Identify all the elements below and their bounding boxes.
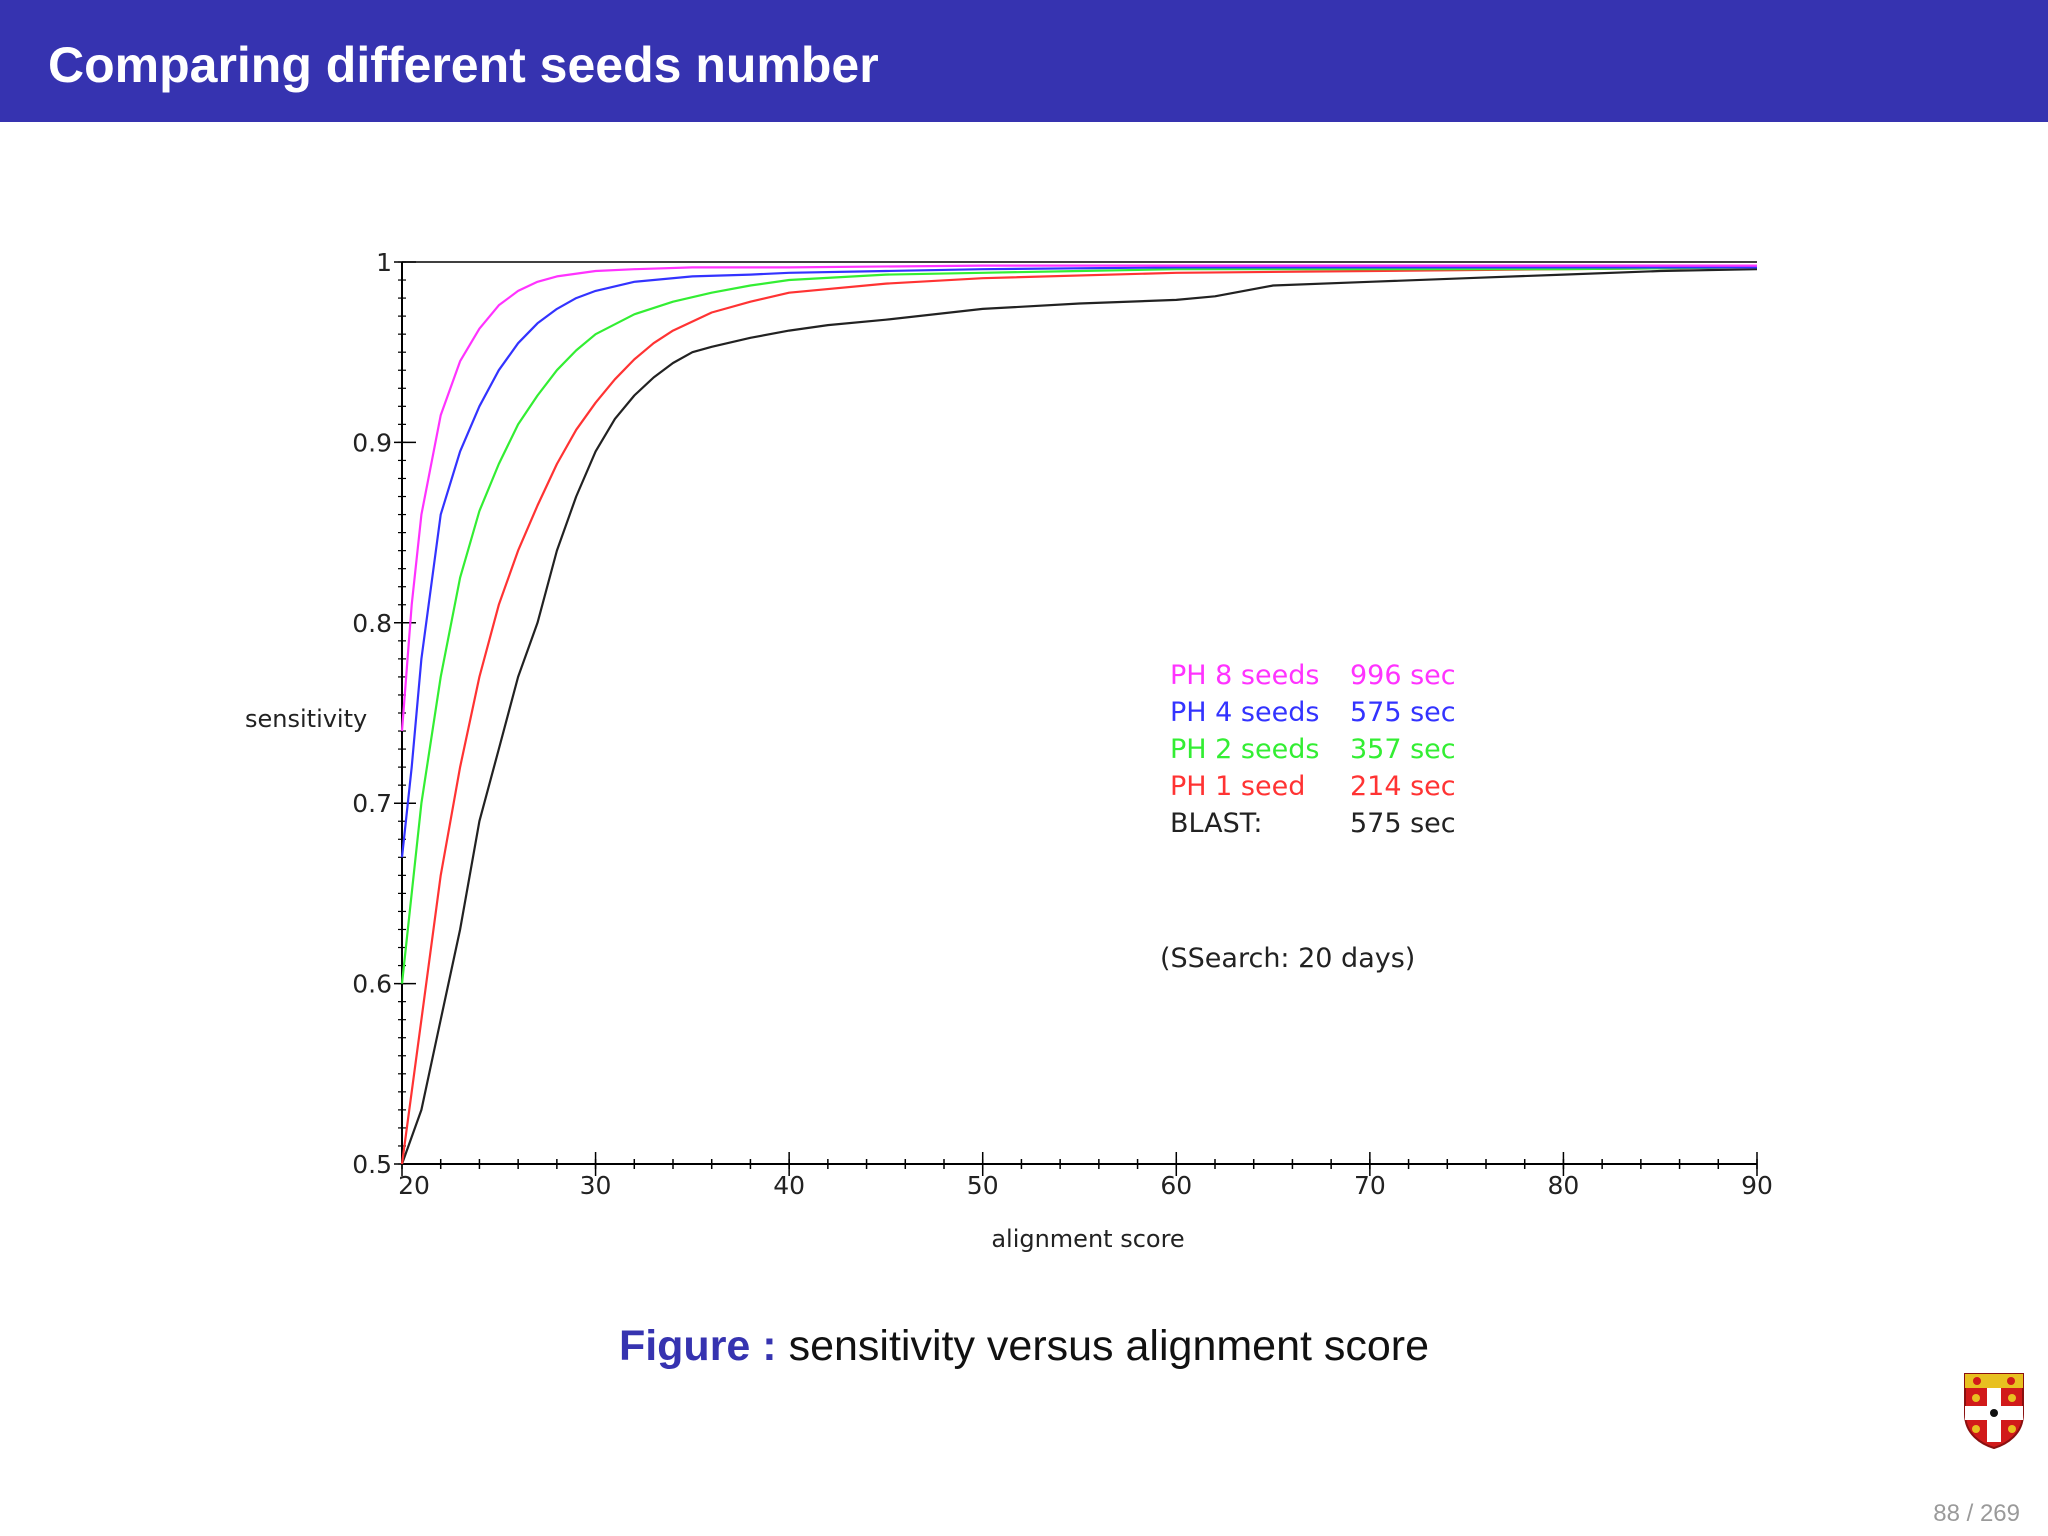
y-tick-label: 0.7 <box>352 789 392 818</box>
chart-annotation: (SSearch: 20 days) <box>1160 943 1415 974</box>
x-tick-label: 70 <box>1354 1171 1386 1200</box>
x-tick-label: 90 <box>1741 1171 1773 1200</box>
series-line <box>400 268 1758 1165</box>
legend-entry-name: PH 2 seeds <box>1170 734 1319 765</box>
page-separator: / <box>1966 1500 1974 1527</box>
figure-caption-label: Figure : <box>618 1322 777 1370</box>
series-line <box>400 266 1758 1165</box>
legend-entry-time: 996 sec <box>1350 660 1456 691</box>
figure-caption: Figure : sensitivity versus alignment sc… <box>0 1318 2048 1374</box>
y-tick-label: 1 <box>376 248 392 277</box>
page-number: 88 / 269 <box>1933 1500 2020 1528</box>
legend-entry-time: 214 sec <box>1350 771 1456 802</box>
y-tick-label: 0.5 <box>352 1150 392 1179</box>
legend-entry-name: PH 4 seeds <box>1170 697 1319 728</box>
legend-entry-name: PH 8 seeds <box>1170 660 1319 691</box>
page-total: 269 <box>1979 1500 2020 1527</box>
series-line <box>400 266 1757 858</box>
slide-header: Comparing different seeds number <box>0 0 2048 122</box>
legend-entry-time: 575 sec <box>1350 808 1456 839</box>
legend-entry-time: 575 sec <box>1350 697 1456 728</box>
x-tick-label: 40 <box>773 1171 805 1200</box>
x-axis-label: alignment score <box>991 1225 1184 1253</box>
legend-entry-name: PH 1 seed <box>1170 771 1305 802</box>
y-axis-label: sensitivity <box>245 705 367 733</box>
x-tick-label: 80 <box>1548 1171 1580 1200</box>
x-tick-label: 60 <box>1160 1171 1192 1200</box>
y-tick-label: 0.6 <box>352 970 392 999</box>
legend-entry-name: BLAST: <box>1170 808 1262 839</box>
page-current: 88 <box>1933 1500 1960 1527</box>
series-line <box>400 264 1757 732</box>
legend-entry-time: 357 sec <box>1350 734 1456 765</box>
x-tick-label: 50 <box>967 1171 999 1200</box>
university-crest-icon <box>1964 1373 2024 1450</box>
y-tick-label: 0.8 <box>352 609 392 638</box>
series-line <box>400 266 1758 984</box>
x-tick-label: 20 <box>398 1171 430 1200</box>
x-tick-label: 30 <box>580 1171 612 1200</box>
figure-caption-text: sensitivity versus alignment score <box>788 1322 1430 1370</box>
y-tick-label: 0.9 <box>352 428 392 457</box>
slide-title: Comparing different seeds number <box>48 37 879 93</box>
